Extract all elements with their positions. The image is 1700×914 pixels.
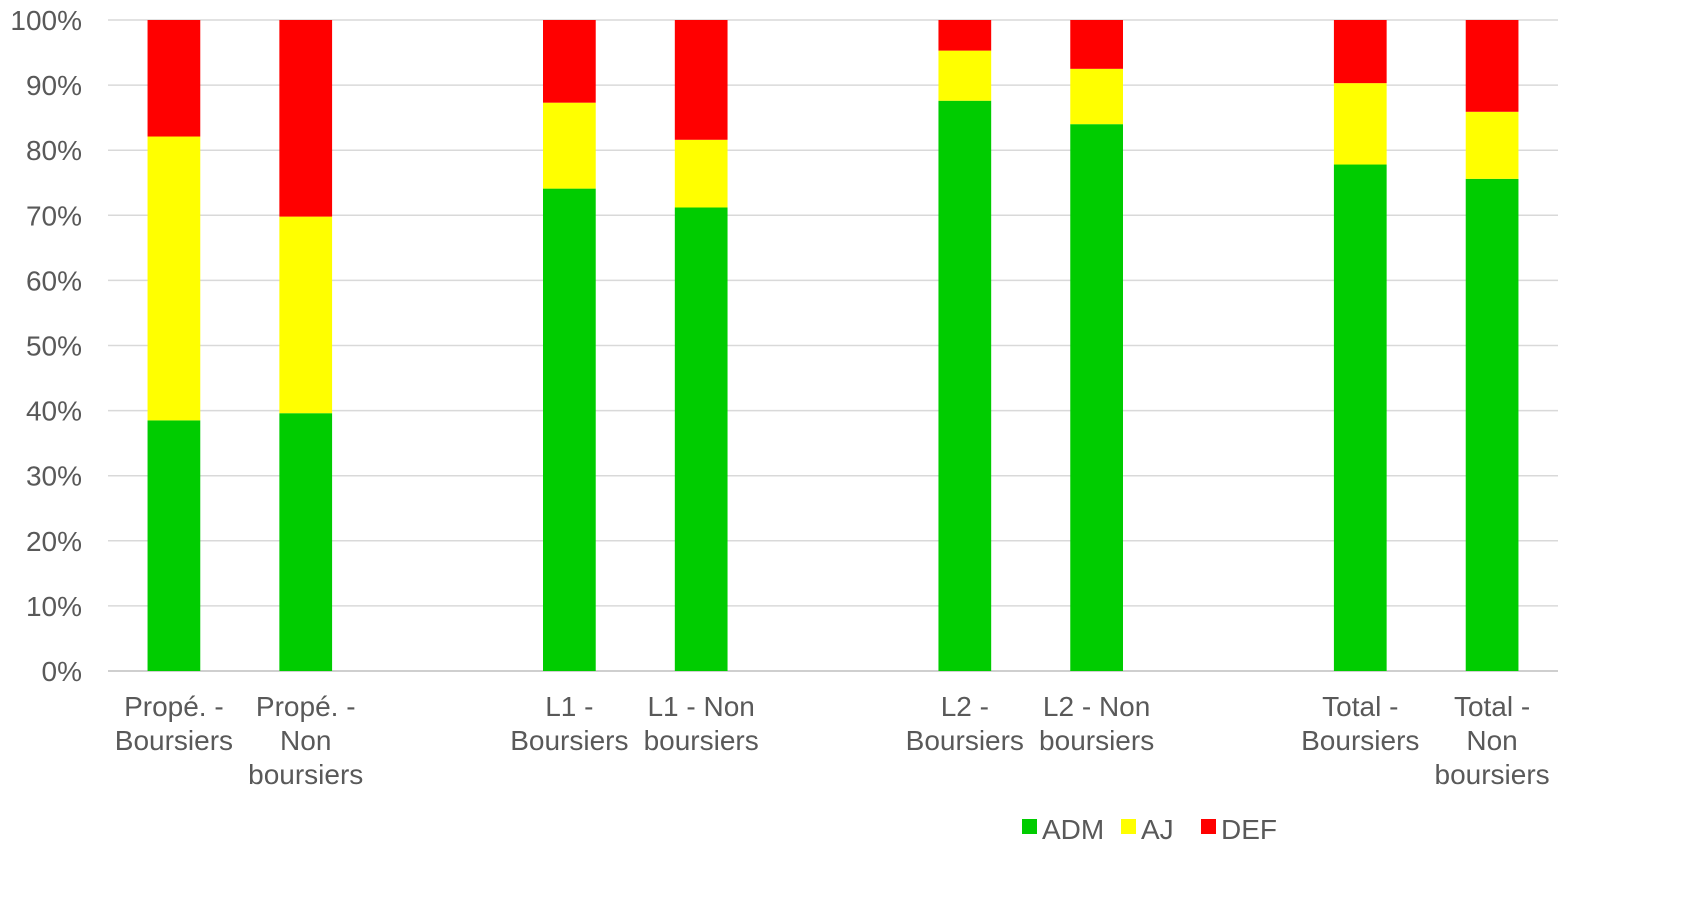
y-tick-label: 60% (26, 265, 82, 296)
bar-segment-adm (938, 100, 992, 671)
y-tick-label: 0% (42, 656, 82, 687)
x-category-label-line: L2 - Non (1043, 691, 1150, 722)
x-category-label: L1 -Boursiers (510, 691, 628, 756)
x-category-label: L2 -Boursiers (906, 691, 1024, 756)
legend-swatch-adm (1022, 819, 1037, 834)
y-tick-label: 20% (26, 526, 82, 557)
bar-segment-def (279, 20, 333, 217)
bar-segment-aj (1465, 111, 1519, 179)
bar-segment-aj (1070, 68, 1123, 125)
bar-segment-adm (1070, 124, 1123, 671)
y-axis: 0% 10% 20% 30% 40% 50% 60% 70% 80% 90% 100% (10, 5, 82, 687)
x-category-label: Propé. -Boursiers (115, 691, 233, 756)
x-category-label-line: Boursiers (906, 725, 1024, 756)
legend-label-adm: ADM (1042, 814, 1104, 845)
x-category-label: Total -Boursiers (1301, 691, 1419, 756)
bar-segment-adm (674, 207, 728, 671)
legend-swatch-aj (1121, 819, 1136, 834)
bar-segment-adm (543, 188, 596, 671)
x-category-label-line: Boursiers (510, 725, 628, 756)
bar-segment-adm (1333, 164, 1387, 671)
bar-segment-def (1465, 20, 1519, 112)
x-category-label-line: L1 - (545, 691, 593, 722)
bar-segment-adm (279, 413, 333, 671)
y-tick-label: 90% (26, 70, 82, 101)
y-tick-label: 30% (26, 461, 82, 492)
bar-segment-def (1333, 20, 1387, 84)
x-category-label-line: Non (1466, 725, 1517, 756)
x-category-label-line: boursiers (1039, 725, 1154, 756)
x-category-label-line: boursiers (1435, 759, 1550, 790)
x-category-label-line: Non (280, 725, 331, 756)
bars (147, 20, 1519, 671)
bar-segment-aj (147, 136, 201, 421)
legend-label-def: DEF (1221, 814, 1277, 845)
bar-segment-def (938, 20, 992, 51)
y-tick-label: 50% (26, 331, 82, 362)
x-category-label-line: L2 - (941, 691, 989, 722)
x-category-label-line: Boursiers (1301, 725, 1419, 756)
x-category-label-line: Boursiers (115, 725, 233, 756)
y-tick-label: 10% (26, 591, 82, 622)
x-category-label-line: Total - (1454, 691, 1530, 722)
bar-segment-adm (147, 420, 201, 671)
legend-swatch-def (1201, 819, 1216, 834)
y-tick-label: 100% (10, 5, 82, 36)
x-category-label-line: L1 - Non (647, 691, 754, 722)
bar-segment-aj (938, 50, 992, 101)
bar-segment-aj (543, 102, 596, 189)
y-tick-label: 40% (26, 396, 82, 427)
x-category-label-line: Propé. - (124, 691, 224, 722)
bar-segment-adm (1465, 178, 1519, 671)
bar-segment-aj (674, 139, 728, 208)
bar-segment-aj (279, 216, 333, 414)
bar-segment-def (543, 20, 596, 103)
x-category-label: Propé. -Non boursiers (248, 691, 363, 790)
x-category-label: L2 - Non boursiers (1039, 691, 1154, 756)
y-tick-label: 80% (26, 135, 82, 166)
x-category-label-line: Propé. - (256, 691, 356, 722)
y-tick-label: 70% (26, 200, 82, 231)
bar-segment-aj (1333, 83, 1387, 165)
x-category-label-line: Total - (1322, 691, 1398, 722)
bar-segment-def (147, 20, 201, 137)
gridlines (108, 19, 1558, 672)
bar-segment-def (1070, 20, 1123, 69)
bar-segment-def (674, 20, 728, 140)
x-category-label: L1 - Non boursiers (644, 691, 759, 756)
x-category-label-line: boursiers (248, 759, 363, 790)
legend: ADM AJ DEF (1022, 814, 1277, 845)
legend-label-aj: AJ (1141, 814, 1174, 845)
x-category-label-line: boursiers (644, 725, 759, 756)
x-category-label: Total -Non boursiers (1435, 691, 1550, 790)
